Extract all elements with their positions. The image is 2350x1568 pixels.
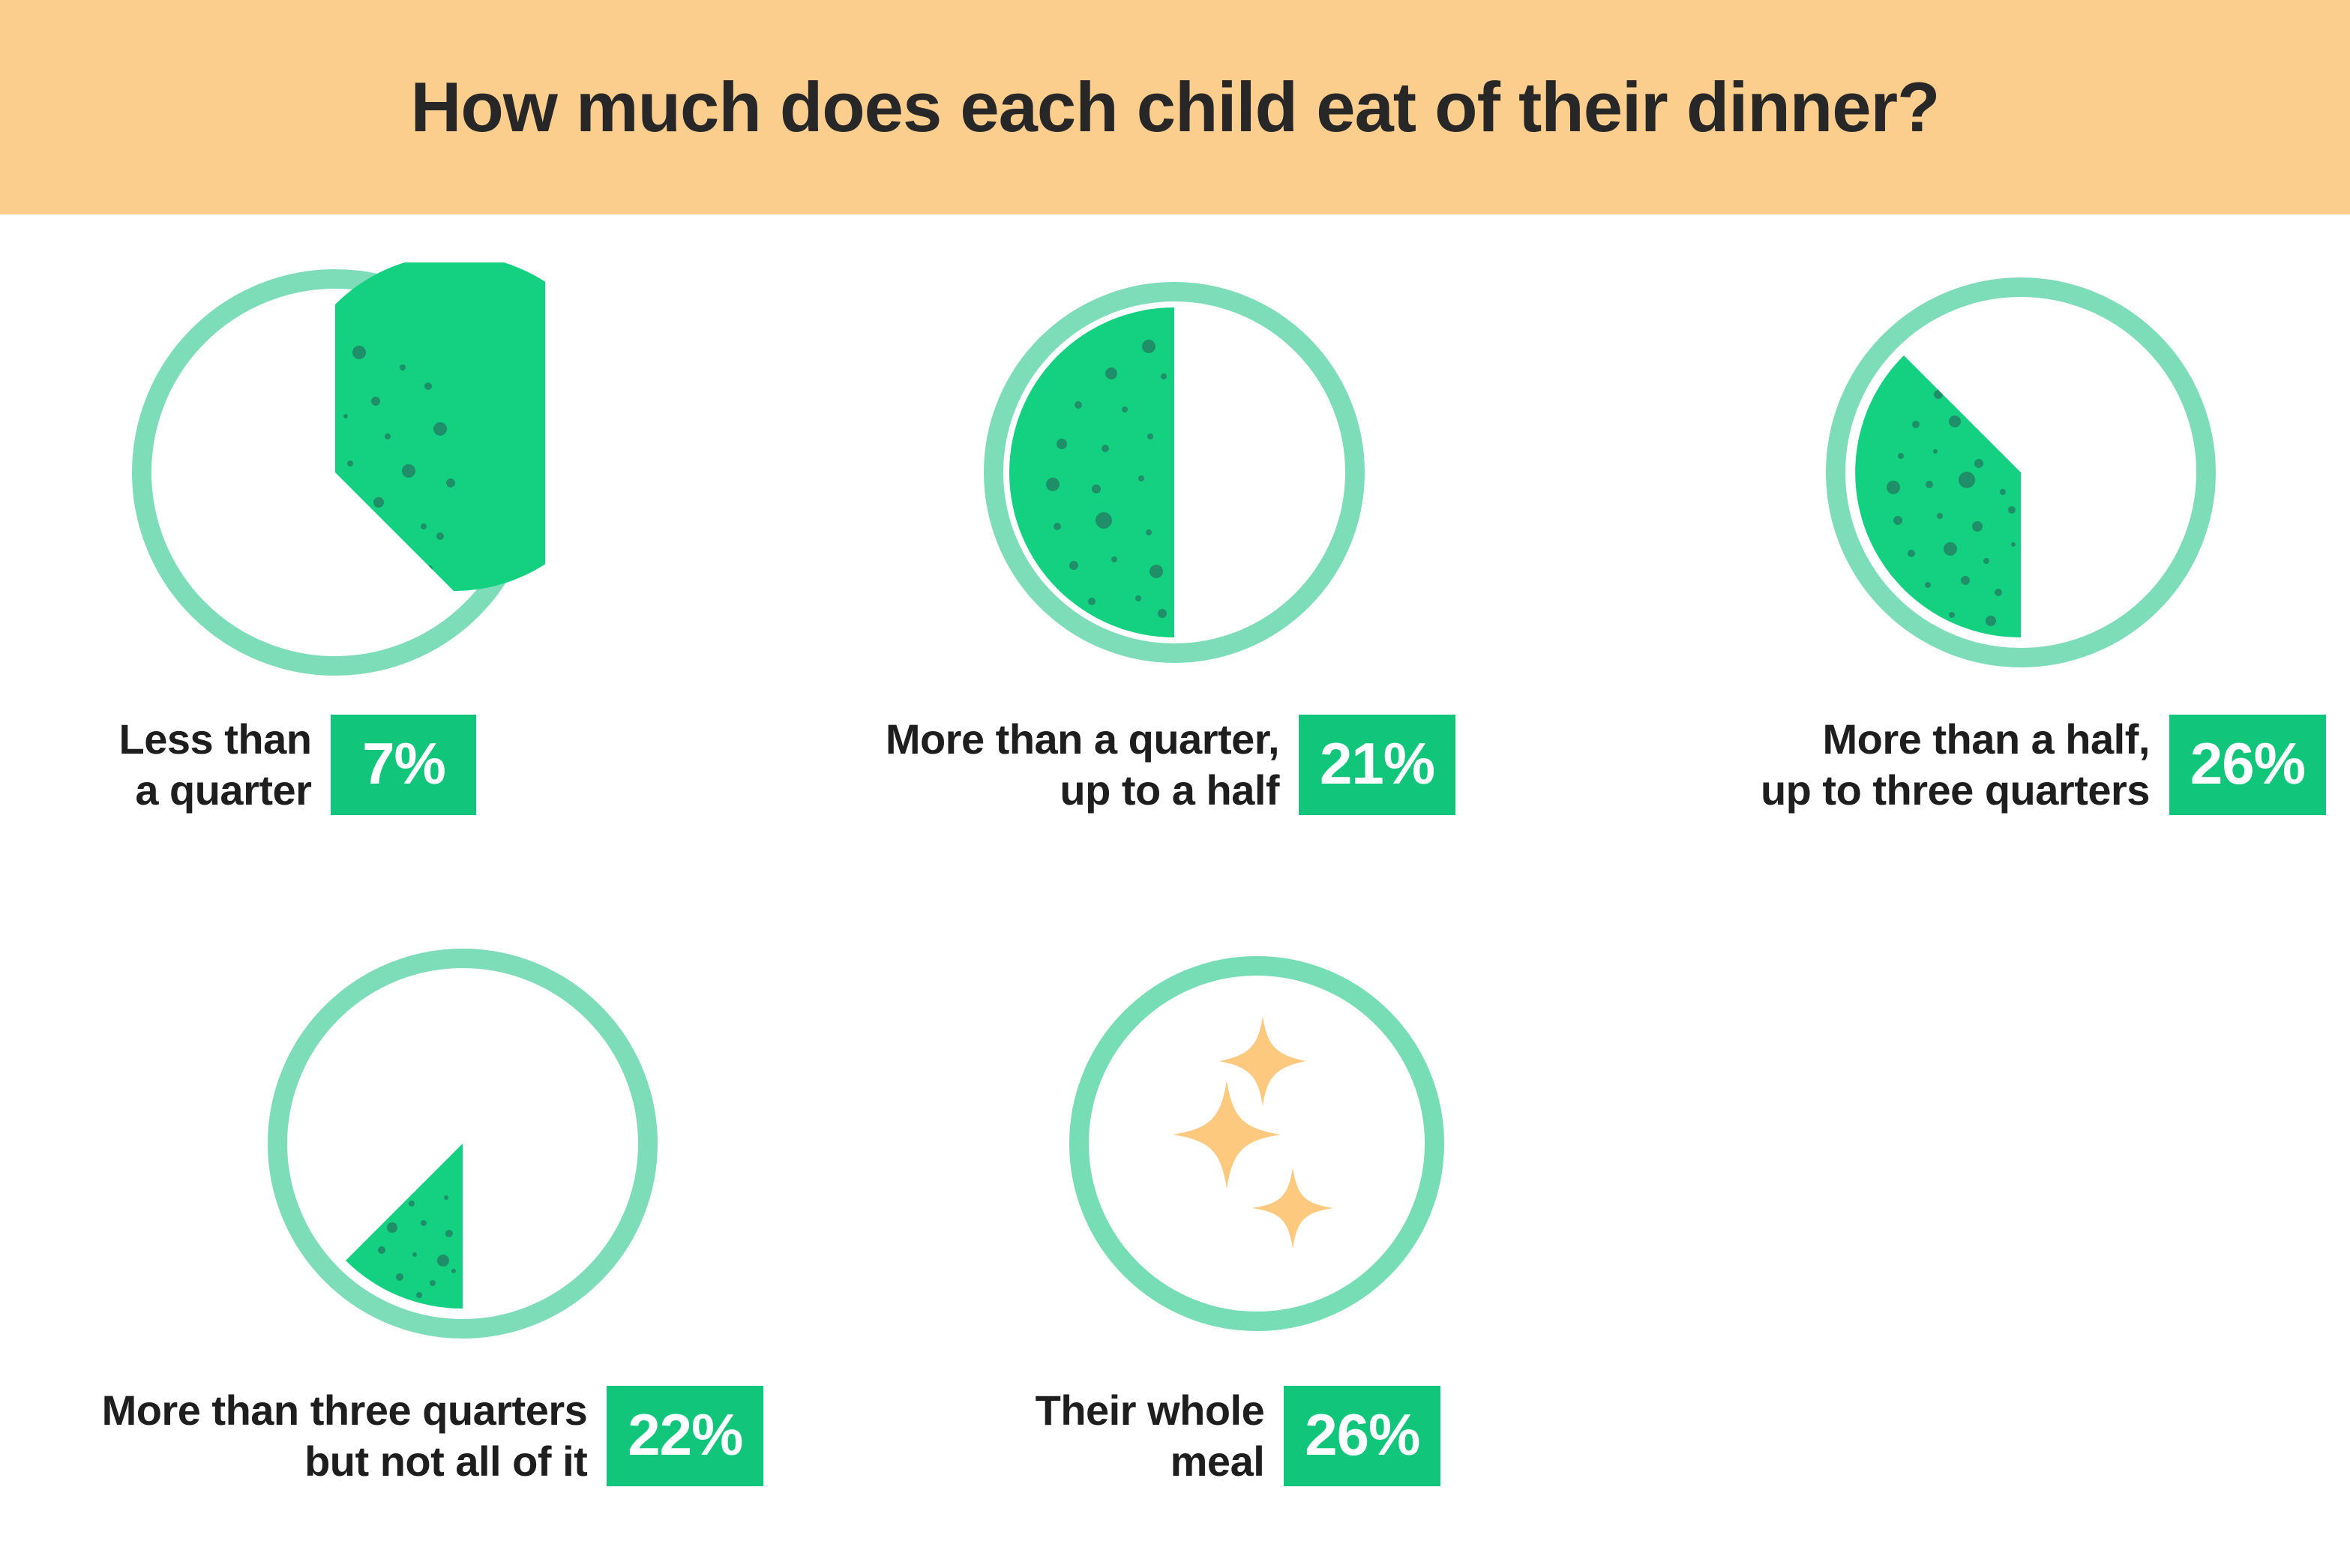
stat-label-line-1: More than a half, bbox=[1822, 715, 2150, 763]
plate-pie-icon bbox=[268, 949, 658, 1339]
stat-card-more-than-a-quarter-up-to-a-half: More than a quarter, up to a half 21% bbox=[783, 247, 1566, 817]
plate-ring bbox=[1826, 277, 2216, 667]
stat-label-line-2: but not all of it bbox=[304, 1438, 588, 1486]
stat-card-less-than-a-quarter: Less than a quarter 7% bbox=[0, 247, 783, 817]
plate-more-than-a-half-up-to-three-quarters bbox=[1796, 247, 2246, 697]
plate-more-than-three-quarters-but-not-all bbox=[238, 919, 688, 1369]
food-remaining-wedge bbox=[346, 1144, 463, 1309]
stat-label: More than a quarter, up to a half bbox=[885, 714, 1280, 817]
food-remaining-wedge bbox=[1855, 355, 2021, 638]
sparkle-icon-top bbox=[1219, 1016, 1306, 1106]
stat-label: Their whole meal bbox=[1036, 1385, 1265, 1488]
stat-card-more-than-three-quarters-but-not-all: More than three quarters but not all of i… bbox=[0, 919, 783, 1488]
plate-empty-icon bbox=[1069, 956, 1444, 1331]
plate-ring bbox=[268, 949, 658, 1339]
plate-pie-icon bbox=[984, 282, 1365, 663]
sparkle-icon-bottom bbox=[1252, 1168, 1333, 1249]
percent-badge: 7% bbox=[331, 715, 477, 816]
sparkle-icon-middle bbox=[1173, 1081, 1281, 1189]
stat-label-line-1: More than a quarter, bbox=[885, 715, 1280, 763]
plate-ring bbox=[1069, 956, 1444, 1331]
stat-card-more-than-a-half-up-to-three-quarters: More than a half, up to three quarters 26… bbox=[1566, 247, 2349, 817]
stat-label: Less than a quarter bbox=[119, 714, 312, 817]
food-remaining-wedge bbox=[1009, 307, 1174, 637]
food-speckles bbox=[335, 346, 455, 591]
stat-label-line-2: meal bbox=[1170, 1438, 1265, 1486]
stat-card-their-whole-meal: Their whole meal 26% bbox=[783, 919, 1566, 1488]
plate-pie-icon bbox=[1826, 277, 2216, 667]
percent-badge: 26% bbox=[2169, 715, 2327, 816]
chart-row-bottom: More than three quarters but not all of i… bbox=[0, 919, 2350, 1488]
percent-badge: 22% bbox=[607, 1386, 764, 1487]
label-row: More than three quarters but not all of i… bbox=[41, 1385, 824, 1488]
plate-less-than-a-quarter bbox=[110, 247, 560, 697]
stat-label: More than three quarters but not all of i… bbox=[102, 1385, 588, 1488]
stat-label: More than a half, up to three quarters bbox=[1761, 714, 2150, 817]
percent-badge: 26% bbox=[1284, 1386, 1441, 1487]
food-speckles bbox=[378, 1195, 456, 1298]
label-row: More than a quarter, up to a half 21% bbox=[779, 714, 1562, 817]
plate-their-whole-meal bbox=[1032, 919, 1482, 1369]
stat-label-line-1: Their whole bbox=[1035, 1387, 1265, 1434]
label-row: Less than a quarter 7% bbox=[0, 714, 689, 817]
label-row: More than a half, up to three quarters 26… bbox=[1652, 714, 2350, 817]
chart-row-top: Less than a quarter 7% bbox=[0, 247, 2350, 817]
page-title: How much does each child eat of their di… bbox=[410, 67, 1941, 146]
plate-more-than-a-quarter-up-to-a-half bbox=[949, 247, 1399, 697]
plate-ring bbox=[984, 282, 1365, 663]
stat-label-line-1: Less than bbox=[118, 715, 312, 763]
food-speckles bbox=[1046, 340, 1167, 634]
stat-label-line-2: up to a half bbox=[1060, 766, 1280, 814]
header-bar: How much does each child eat of their di… bbox=[0, 0, 2350, 214]
plate-pie-icon bbox=[132, 262, 545, 676]
stat-label-line-1: More than three quarters bbox=[101, 1387, 588, 1434]
stat-label-line-2: up to three quarters bbox=[1760, 766, 2150, 814]
stat-label-line-2: a quarter bbox=[135, 766, 312, 814]
label-row: Their whole meal 26% bbox=[847, 1385, 1629, 1488]
percent-badge: 21% bbox=[1299, 715, 1456, 816]
